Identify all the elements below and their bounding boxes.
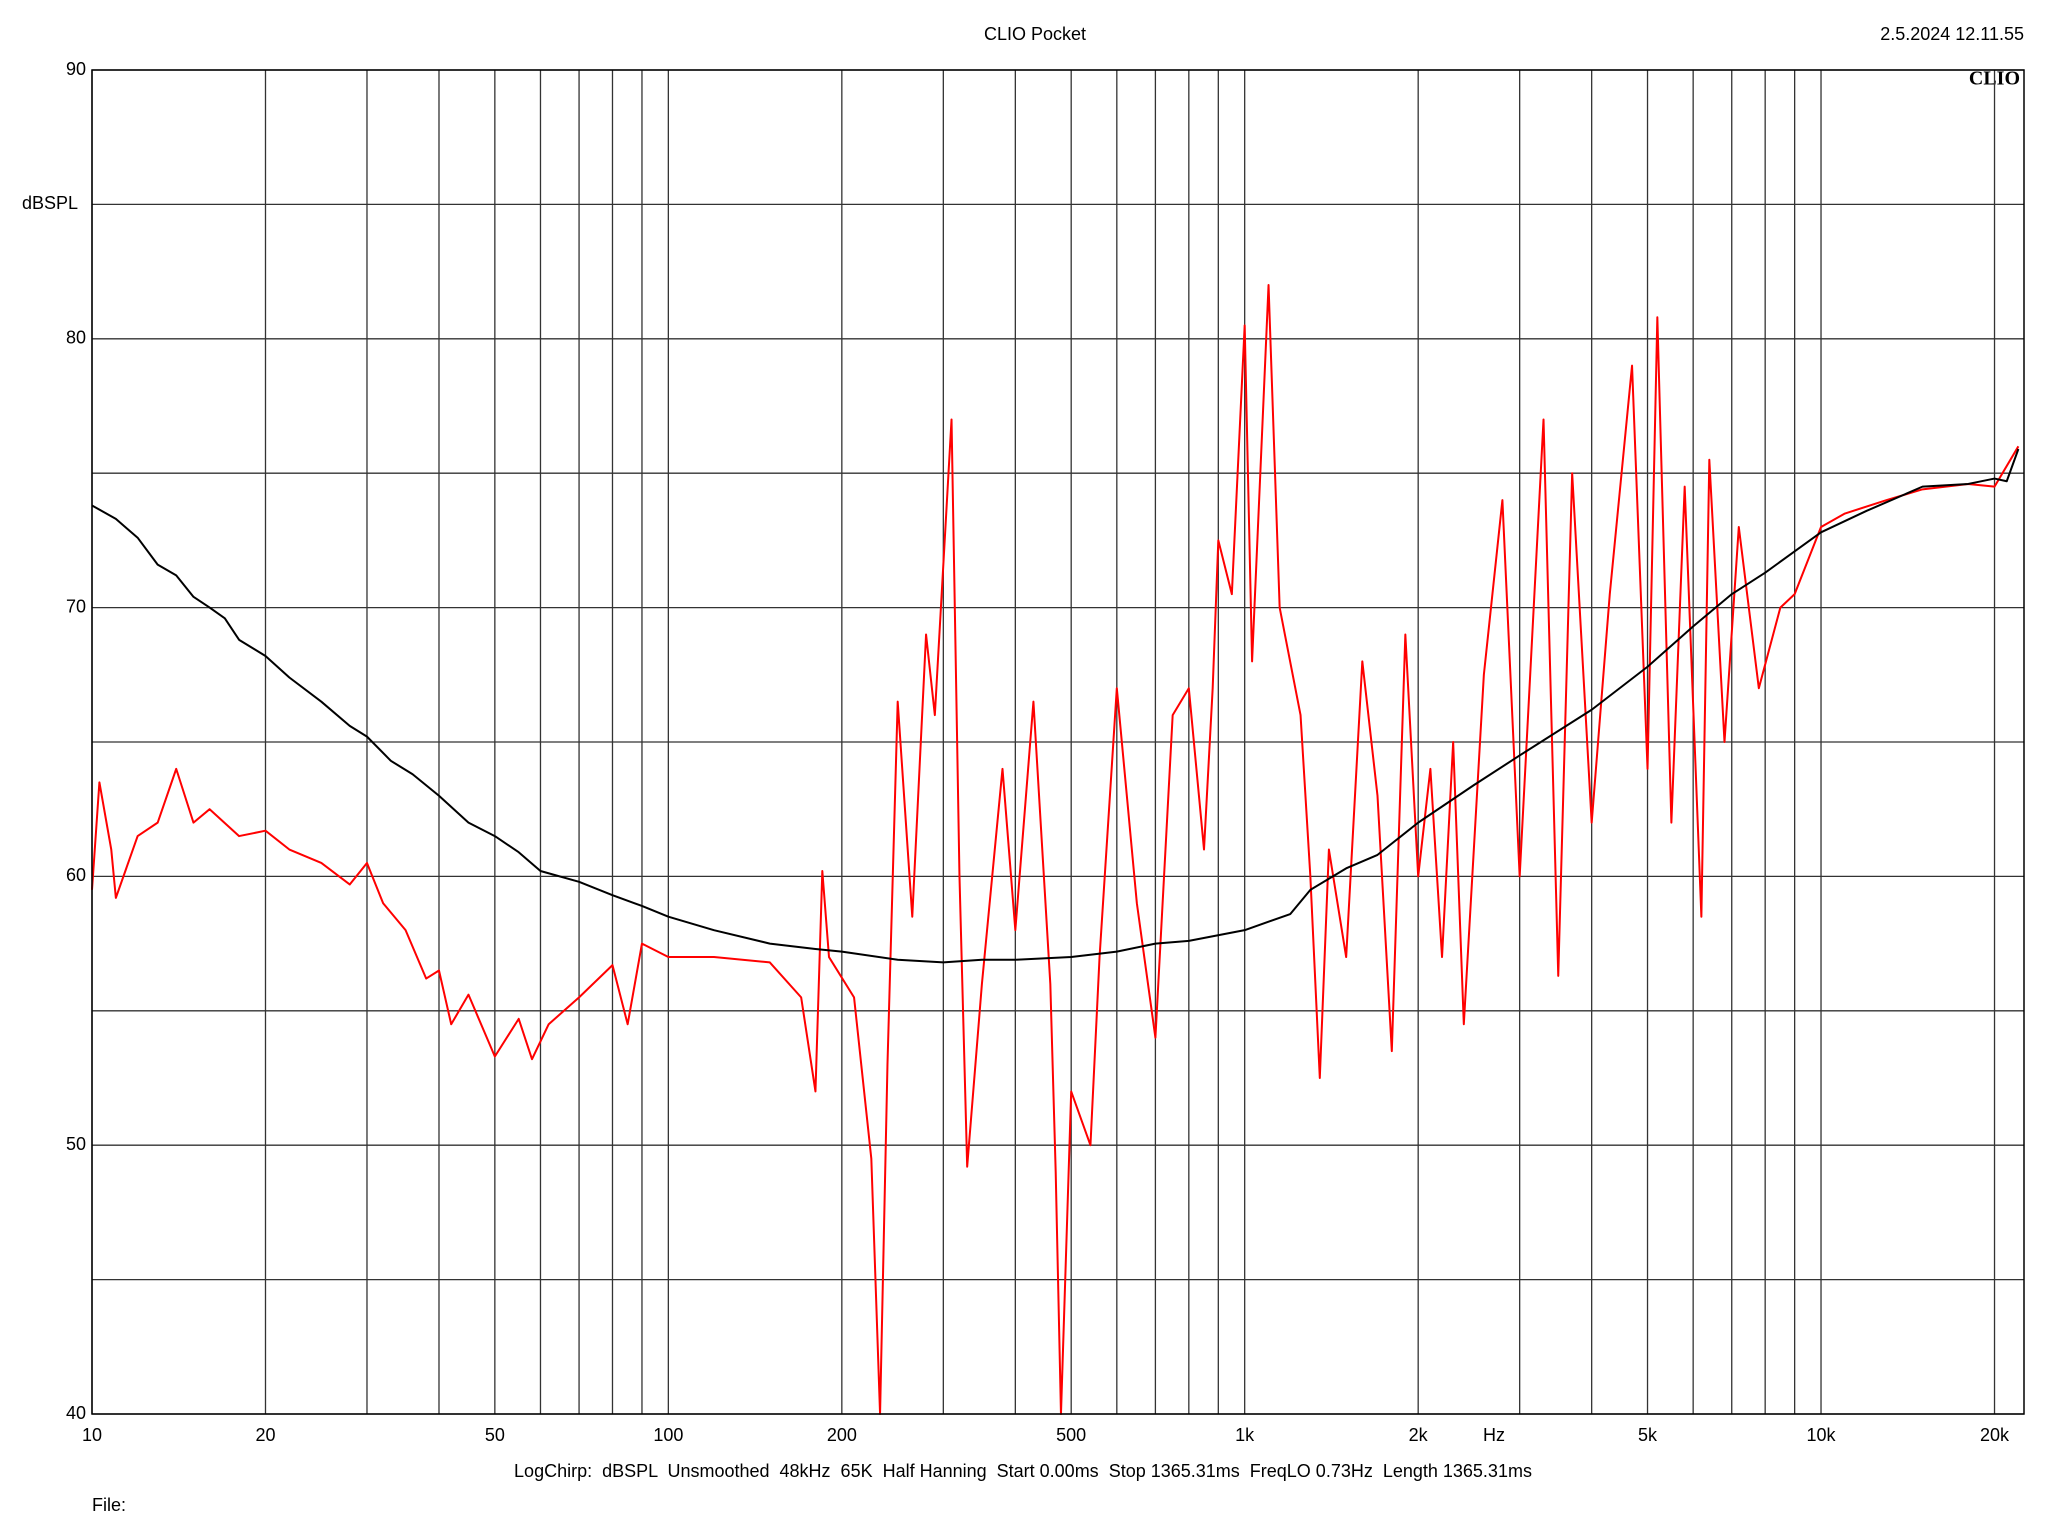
y-tick-label: 50 — [66, 1134, 86, 1154]
series-line — [91, 448, 2020, 964]
chart-title: CLIO Pocket — [984, 24, 1086, 44]
x-tick-label: 200 — [827, 1425, 857, 1445]
timestamp: 2.5.2024 12.11.55 — [1880, 24, 2024, 44]
y-axis-label: dBSPL — [22, 193, 78, 213]
y-tick-label: 40 — [66, 1403, 86, 1423]
x-tick-label: 20k — [1980, 1425, 2010, 1445]
x-axis-label: Hz — [1483, 1425, 1505, 1445]
y-tick-label: 60 — [66, 865, 86, 885]
file-label: File: — [92, 1495, 126, 1515]
y-tick-label: 90 — [66, 59, 86, 79]
x-tick-label: 10k — [1807, 1425, 1837, 1445]
footer: LogChirp: dBSPL Unsmoothed 48kHz 65K Hal… — [514, 1461, 1532, 1481]
x-tick-label: 5k — [1638, 1425, 1658, 1445]
x-tick-label: 500 — [1056, 1425, 1086, 1445]
x-tick-label: 1k — [1235, 1425, 1255, 1445]
y-tick-label: 80 — [66, 328, 86, 348]
x-tick-label: 20 — [255, 1425, 275, 1445]
x-tick-label: 10 — [82, 1425, 102, 1445]
plot-frame — [91, 69, 2025, 1415]
x-tick-label: 2k — [1409, 1425, 1429, 1445]
x-tick-label: 50 — [485, 1425, 505, 1445]
y-tick-label: 70 — [66, 596, 86, 616]
x-tick-label: 100 — [653, 1425, 683, 1445]
series-line — [91, 284, 2020, 1415]
